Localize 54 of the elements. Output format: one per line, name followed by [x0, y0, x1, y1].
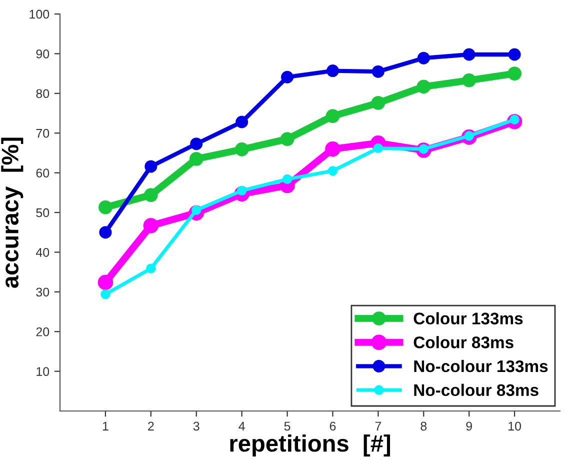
point: [282, 174, 292, 184]
point: [417, 52, 430, 64]
x-tick-label: 1: [102, 422, 108, 430]
point: [462, 73, 476, 88]
legend-label: No-colour 133ms: [414, 360, 548, 372]
point: [144, 160, 158, 173]
point: [143, 218, 159, 234]
x-tick-label: 3: [193, 422, 200, 431]
y-axis-title: accuracy [%]: [1, 138, 24, 288]
y-tick-label: 30: [36, 288, 50, 297]
y-tick-label: 20: [36, 327, 50, 336]
y-tick-label: 70: [36, 128, 50, 138]
y-tick-label: 80: [36, 89, 50, 98]
point: [236, 116, 248, 128]
y-tick-label: 50: [36, 208, 50, 218]
y-tick-label: 10: [36, 367, 50, 376]
point: [325, 141, 340, 157]
point: [372, 65, 384, 78]
legend-label: Colour 133ms: [414, 312, 523, 324]
x-tick-label: 4: [238, 422, 245, 430]
point: [281, 70, 294, 84]
point: [462, 48, 476, 61]
point: [508, 66, 522, 80]
point: [144, 188, 158, 202]
x-axis-title: repetitions [#]: [230, 434, 390, 456]
x-tick-label: 6: [330, 422, 336, 431]
point: [280, 132, 294, 146]
x-tick-label: 10: [508, 422, 522, 431]
point: [326, 109, 340, 123]
point: [373, 143, 384, 154]
point: [189, 152, 204, 166]
x-tick-label: 5: [284, 422, 290, 431]
y-tick-label: 60: [36, 168, 50, 178]
y-tick-label: 100: [30, 10, 50, 19]
x-tick-label: 7: [375, 422, 382, 430]
legend-label: Colour 83ms: [414, 336, 514, 348]
x-tick-label: 8: [420, 422, 427, 431]
point: [99, 226, 112, 239]
x-tick-label: 9: [466, 422, 472, 431]
point: [371, 96, 386, 110]
point: [416, 80, 431, 94]
point: [234, 142, 249, 156]
point: [98, 200, 112, 214]
point: [98, 274, 114, 290]
point: [328, 166, 338, 176]
point: [326, 64, 339, 78]
y-tick-label: 90: [36, 50, 50, 58]
point: [190, 138, 203, 150]
point: [146, 264, 156, 274]
x-tick-label: 2: [148, 422, 154, 430]
y-tick-label: 40: [36, 248, 50, 257]
legend-label: No-colour 83ms: [414, 384, 538, 396]
point: [100, 289, 110, 300]
point: [508, 48, 521, 61]
